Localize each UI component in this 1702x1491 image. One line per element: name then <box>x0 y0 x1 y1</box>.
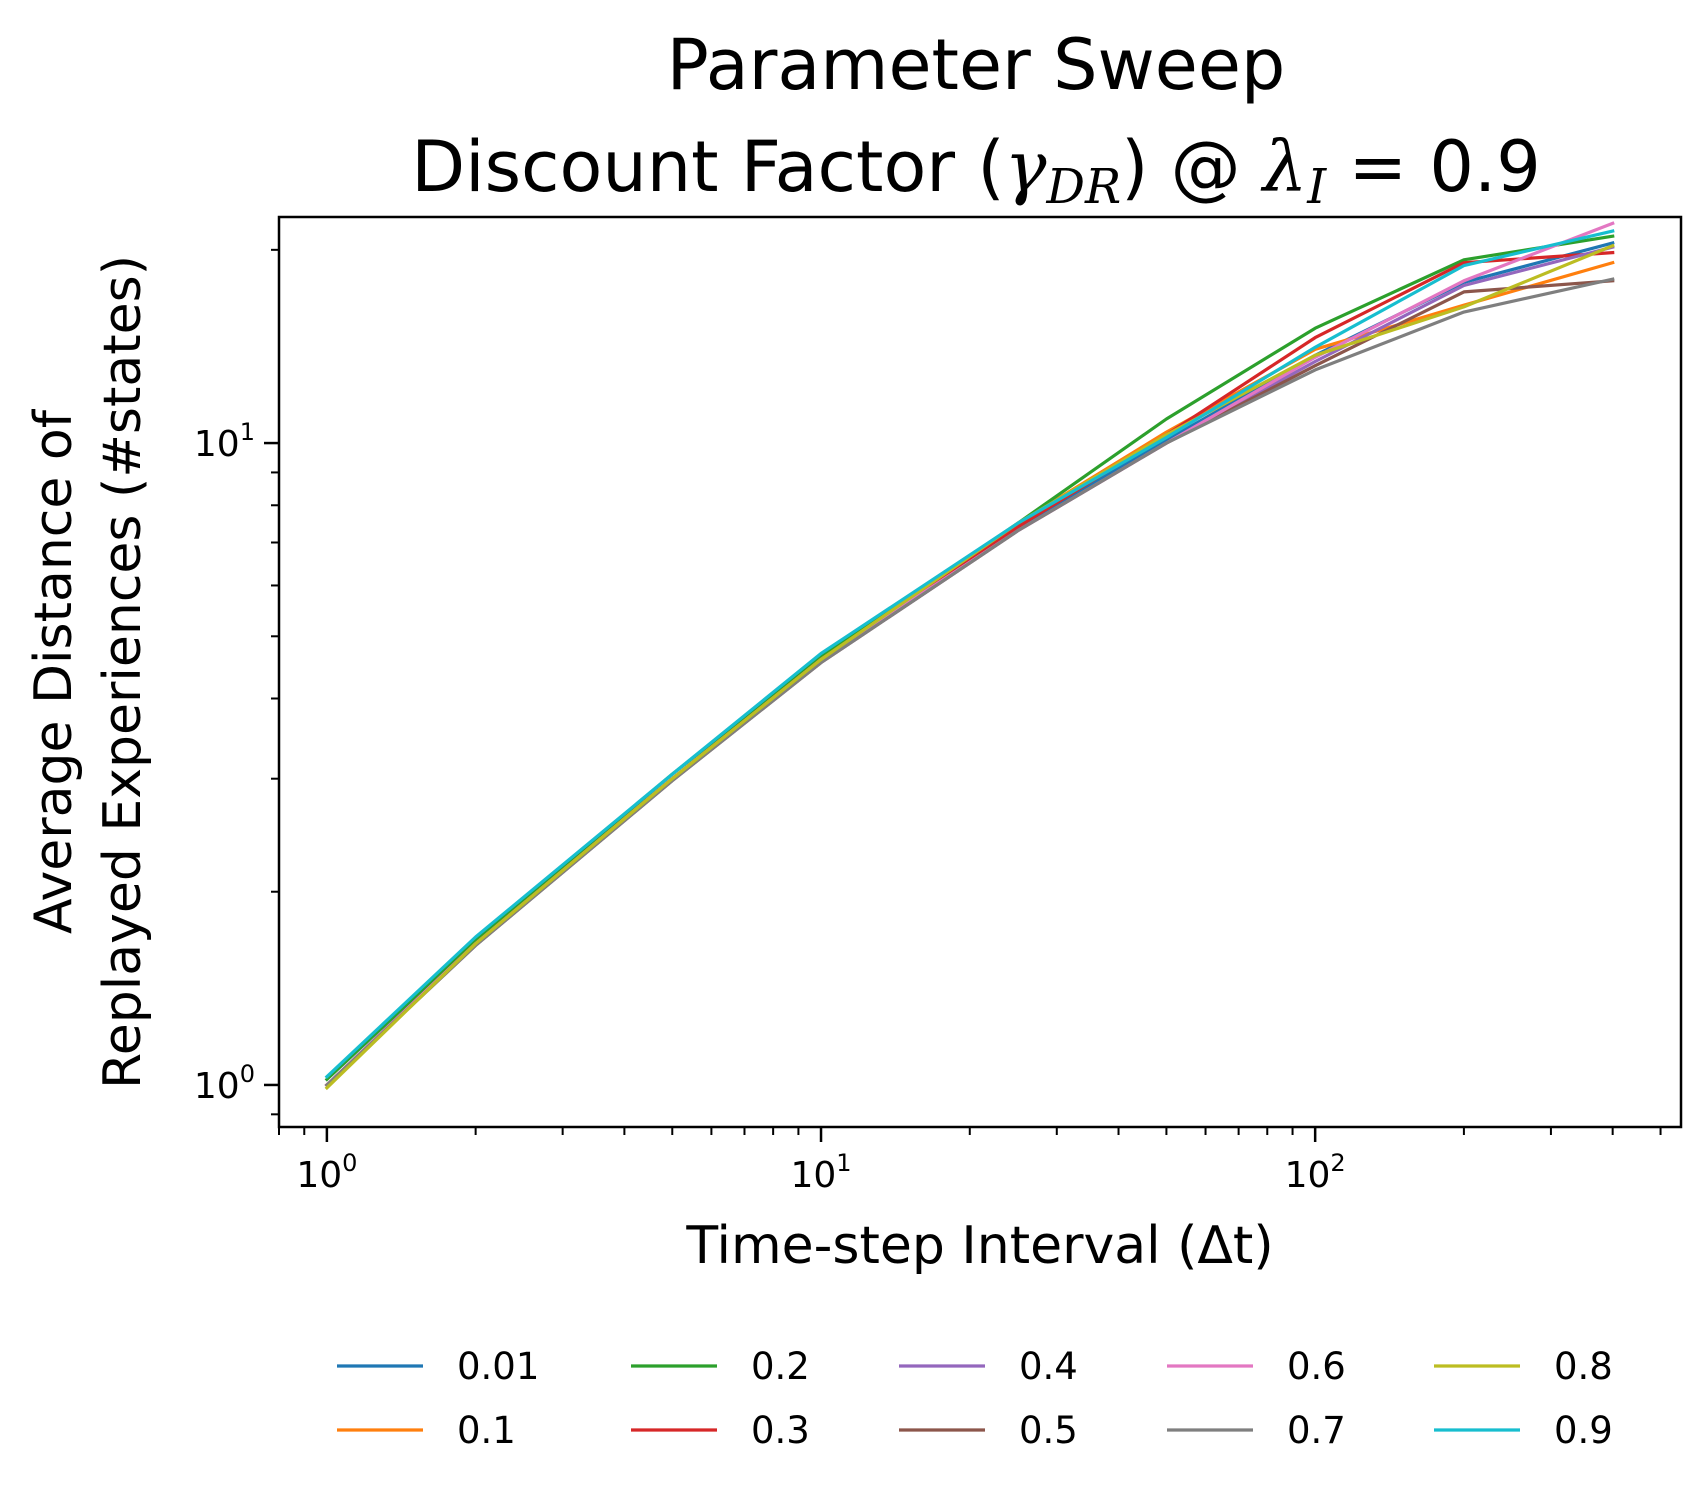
legend-label-0-5: 0.5 <box>1019 1409 1078 1452</box>
title-gamma: γ <box>1005 126 1047 208</box>
y-tick-label: 101 <box>194 418 255 465</box>
title-lambda-subscript: I <box>1306 159 1327 215</box>
chart-title-line2: Discount Factor (γDR) @ λI = 0.9 <box>411 126 1541 215</box>
y-axis-label-line2: Replayed Experiences (#states) <box>93 255 153 1089</box>
legend-label-0-7: 0.7 <box>1287 1409 1346 1452</box>
legend: 0.01 0.1 0.2 0.3 0.4 0.5 0.6 0.7 0.8 0.9 <box>337 1345 1613 1452</box>
legend-label-0-9: 0.9 <box>1554 1409 1613 1452</box>
x-tick-label: 101 <box>790 1149 851 1196</box>
legend-label-0-4: 0.4 <box>1019 1345 1078 1388</box>
axis-ticks: 100 101 102 100 101 <box>194 248 1662 1196</box>
x-tick-label: 100 <box>296 1149 357 1196</box>
x-axis-label: Time-step Interval (Δt) <box>685 1216 1273 1276</box>
y-axis-label-line1: Average Distance of <box>24 408 84 934</box>
legend-label-0-8: 0.8 <box>1554 1345 1613 1388</box>
y-tick-label: 100 <box>194 1060 255 1107</box>
legend-label-0-3: 0.3 <box>751 1409 810 1452</box>
title-gamma-subscript: DR <box>1045 159 1121 215</box>
legend-label-0-1: 0.1 <box>457 1409 516 1452</box>
title-suffix: = 0.9 <box>1326 126 1540 208</box>
title-prefix: Discount Factor ( <box>411 126 1004 208</box>
legend-label-0-2: 0.2 <box>751 1345 810 1388</box>
legend-label-0-01: 0.01 <box>457 1345 539 1388</box>
x-tick-label: 102 <box>1285 1149 1346 1196</box>
series-line-0-9 <box>324 229 1615 1079</box>
legend-label-0-6: 0.6 <box>1287 1345 1346 1388</box>
title-lambda: λ <box>1260 126 1307 208</box>
title-mid: ) @ <box>1121 126 1263 208</box>
series-lines <box>324 221 1615 1091</box>
plot-frame <box>277 215 1683 1129</box>
chart-title-line1: Parameter Sweep <box>667 24 1286 106</box>
